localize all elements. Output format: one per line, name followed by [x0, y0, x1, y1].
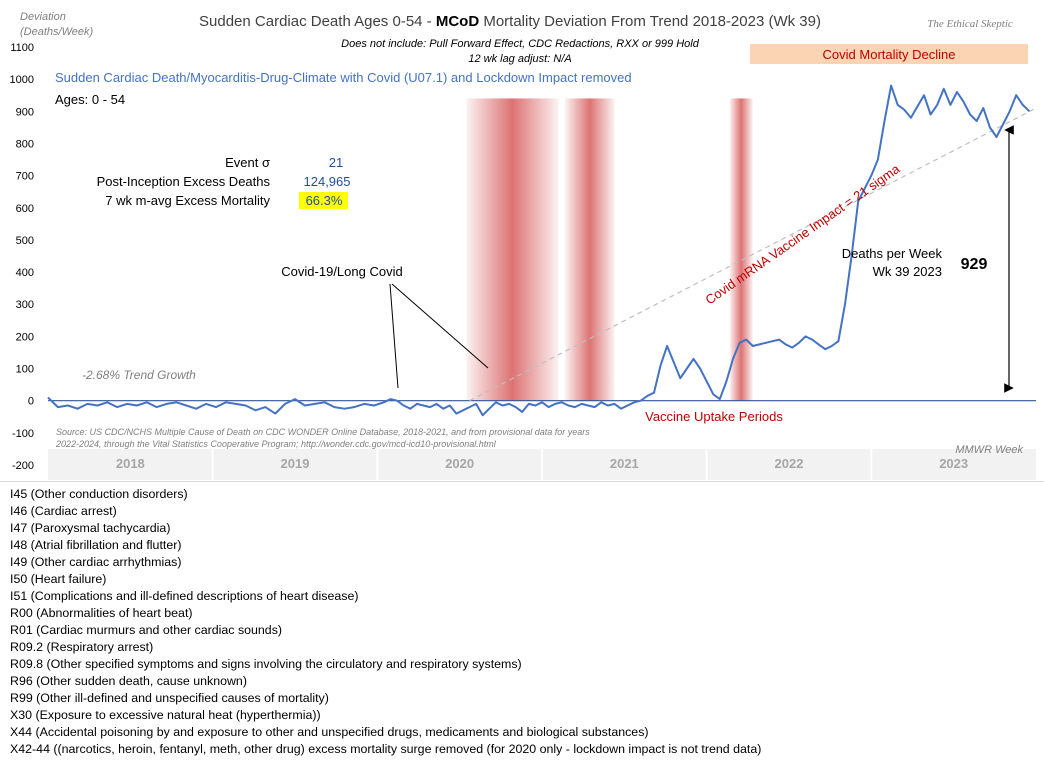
stat-value-excess-deaths: 124,965 — [304, 174, 351, 189]
vaccine-band-3 — [729, 98, 753, 401]
year-label-2018: 2018 — [116, 456, 145, 471]
icd-code-item: I50 (Heart failure) — [10, 572, 107, 586]
y-tick-label: -200 — [12, 460, 34, 472]
series-line-0 — [47, 84, 1031, 417]
y-axis-label-1: Deviation — [20, 11, 66, 23]
y-tick-label: 800 — [16, 138, 34, 150]
brand-label: The Ethical Skeptic — [927, 18, 1013, 30]
icd-code-item: I46 (Cardiac arrest) — [10, 504, 117, 518]
deaths-week-value: 929 — [961, 256, 988, 273]
y-tick-label: 1100 — [10, 42, 34, 54]
year-band-2022 — [706, 449, 872, 480]
y-tick-label: 300 — [16, 299, 34, 311]
chart-subtitle-1: Does not include: Pull Forward Effect, C… — [341, 38, 700, 50]
series-layer — [47, 84, 1031, 417]
y-tick-label: 400 — [16, 267, 34, 279]
deaths-week-label-1: Deaths per Week — [842, 246, 943, 261]
y-tick-label: 100 — [16, 364, 34, 376]
icd-code-item: R09.8 (Other specified symptoms and sign… — [10, 657, 522, 671]
year-band-2019 — [212, 449, 378, 480]
x-axis-label: MMWR Week — [955, 444, 1023, 456]
chart-panel: 2018 2019 2020 2021 2022 2023 -200 -100 0 100 200… — [0, 11, 1044, 482]
icd-code-item: R00 (Abnormalities of heart beat) — [10, 606, 193, 620]
covid-pointer-2 — [391, 283, 489, 369]
stat-label-excess-deaths: Post-Inception Excess Deaths — [97, 174, 271, 189]
icd-code-item: R96 (Other sudden death, cause unknown) — [10, 674, 247, 688]
y-tick-label: 0 — [28, 396, 34, 408]
year-band-2021 — [542, 449, 707, 480]
icd-code-item: I49 (Other cardiac arrhythmias) — [10, 555, 182, 569]
year-label-2023: 2023 — [939, 456, 968, 471]
y-tick-label: -100 — [12, 428, 34, 440]
trend-line — [469, 107, 1037, 402]
year-bands: 2018 2019 2020 2021 2022 2023 — [48, 449, 1036, 480]
y-tick-label: 600 — [16, 203, 34, 215]
y-tick-label: 900 — [16, 106, 34, 118]
year-label-2019: 2019 — [281, 456, 310, 471]
y-tick-label: 200 — [16, 331, 34, 343]
age-label: Ages: 0 - 54 — [55, 92, 125, 107]
trend-dashed-line — [469, 107, 1037, 402]
chart-title: Sudden Cardiac Death Ages 0-54 - MCoD Mo… — [199, 13, 821, 30]
year-band-2023 — [871, 449, 1036, 480]
year-band-2020 — [377, 449, 542, 480]
mortality-deviation-chart: 2018 2019 2020 2021 2022 2023 -200 -100 0 100 200… — [10, 11, 1037, 480]
y-tick-label: 1000 — [10, 74, 34, 86]
icd-code-item: X42-44 ((narcotics, heroin, fentanyl, me… — [10, 742, 762, 756]
icd-code-item: X30 (Exposure to excessive natural heat … — [10, 708, 321, 722]
stat-value-excess-mortality: 66.3% — [306, 193, 343, 208]
source-line-2: 2022-2024, through the Vital Statistics … — [55, 439, 497, 449]
stat-label-sigma: Event σ — [225, 155, 270, 170]
year-label-2021: 2021 — [610, 456, 639, 471]
chart-axes: -200 -100 0 100 200 300 400 500 600 700 800 900 1000… — [10, 42, 1036, 472]
icd-code-item: I48 (Atrial fibrillation and flutter) — [10, 538, 182, 552]
stat-highlight — [299, 192, 348, 209]
stat-value-sigma: 21 — [329, 155, 343, 170]
year-label-2022: 2022 — [775, 456, 804, 471]
icd-code-item: R99 (Other ill-defined and unspecified c… — [10, 691, 329, 705]
covid-decline-label: Covid Mortality Decline — [823, 47, 956, 62]
stats-block: Event σ 21 Post-Inception Excess Deaths … — [97, 155, 351, 209]
year-label-2020: 2020 — [445, 456, 474, 471]
icd-code-item: I51 (Complications and ill-defined descr… — [10, 589, 359, 603]
covid-pointer-1 — [389, 283, 399, 389]
icd-code-item: X44 (Accidental poisoning by and exposur… — [10, 725, 649, 739]
vaccine-band-1 — [466, 98, 559, 401]
vaccine-uptake-label: Vaccine Uptake Periods — [645, 409, 783, 424]
y-tick-label: 500 — [16, 235, 34, 247]
vaccine-uptake-bands — [466, 98, 753, 401]
series-title-label: Sudden Cardiac Death/Myocarditis-Drug-Cl… — [55, 70, 632, 85]
y-axis-label-2: (Deaths/Week) — [20, 26, 93, 38]
chart-title-bold: MCoD — [436, 13, 479, 30]
deaths-week-label-2: Wk 39 2023 — [873, 264, 942, 279]
icd-code-list: I45 (Other conduction disorders) I46 (Car… — [10, 486, 1030, 758]
vaccine-band-2 — [565, 98, 615, 401]
stat-label-excess-mortality: 7 wk m-avg Excess Mortality — [105, 193, 270, 208]
icd-code-item: R09.2 (Respiratory arrest) — [10, 640, 154, 654]
icd-code-item: R01 (Cardiac murmurs and other cardiac s… — [10, 623, 283, 637]
y-tick-label: 700 — [16, 171, 34, 183]
covid-decline-box — [750, 44, 1028, 64]
icd-code-item: I45 (Other conduction disorders) — [10, 487, 188, 501]
chart-subtitle-2: 12 wk lag adjust: N/A — [468, 53, 571, 65]
icd-code-item: I47 (Paroxysmal tachycardia) — [10, 521, 171, 535]
trend-growth-label: -2.68% Trend Growth — [82, 368, 196, 382]
year-band-2018 — [48, 449, 213, 480]
covid-annotation: Covid-19/Long Covid — [281, 264, 402, 279]
source-line-1: Source: US CDC/NCHS Multiple Cause of De… — [56, 427, 590, 437]
